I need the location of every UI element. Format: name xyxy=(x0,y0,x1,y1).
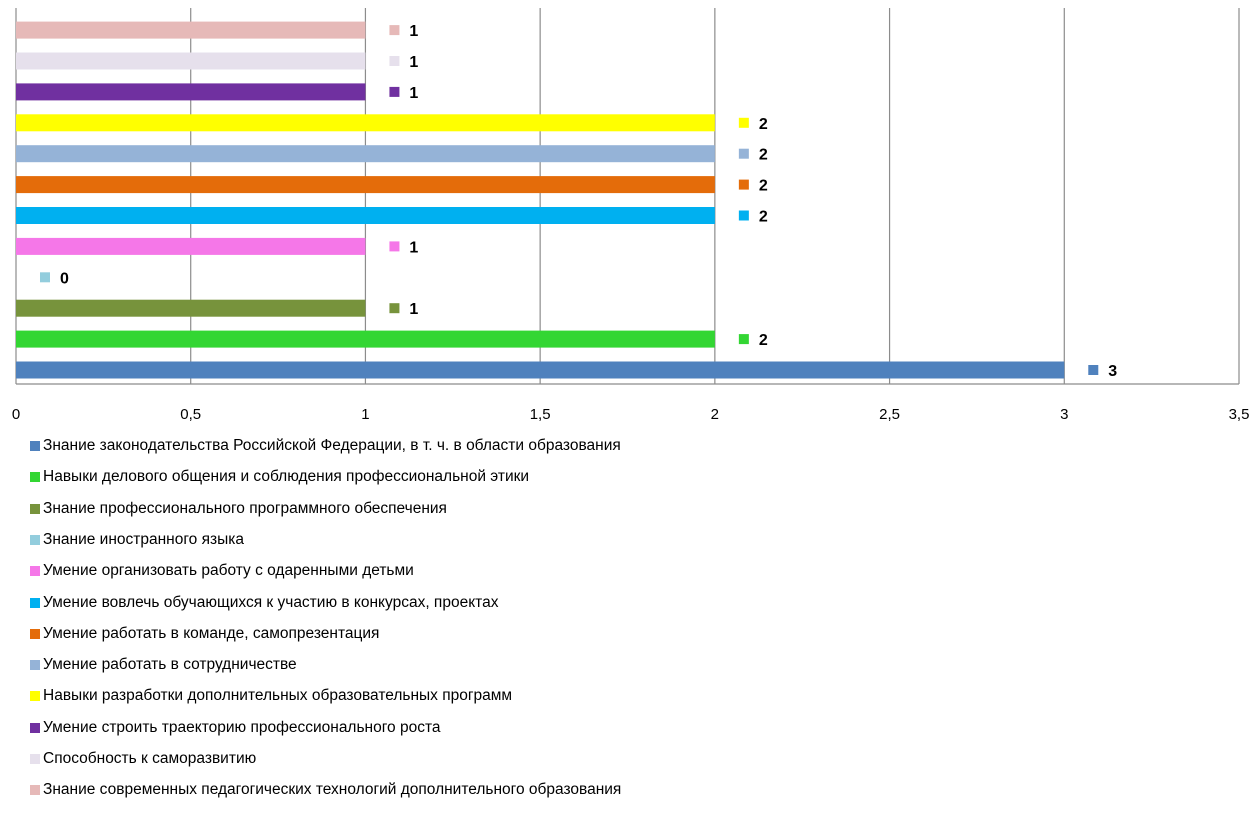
legend-label: Навыки разработки дополнительных образов… xyxy=(43,687,513,705)
data-label-marker xyxy=(389,25,400,36)
legend-swatch xyxy=(30,722,40,733)
data-label: 1 xyxy=(409,301,418,318)
legend-label: Знание современных педагогических технол… xyxy=(43,781,622,799)
bar xyxy=(16,361,1065,379)
legend-label: Способность к саморазвитию xyxy=(43,750,257,767)
x-tick-label: 3 xyxy=(1060,406,1068,423)
data-label-marker xyxy=(738,148,749,159)
bar xyxy=(16,330,715,348)
legend-label: Умение организовать работу с одаренными … xyxy=(43,562,414,580)
bars xyxy=(16,21,1065,379)
legend-swatch xyxy=(30,472,40,483)
bar xyxy=(16,83,366,101)
legend-swatch xyxy=(30,566,40,577)
legend-swatch xyxy=(30,628,40,639)
legend-item: Способность к саморазвитию xyxy=(30,749,256,769)
legend-label: Умение работать в команде, самопрезентац… xyxy=(43,624,380,642)
data-label: 1 xyxy=(409,54,418,71)
legend-label: Знание законодательства Российской Федер… xyxy=(43,437,621,454)
legend-item: Умение работать в сотрудничестве xyxy=(30,655,297,675)
data-label: 1 xyxy=(409,239,418,256)
bar-chart: 3 2 1 0 1 2 2 2 2 1 1 1 0 0,5 1 1,5 2 2,5 3 3,5 xyxy=(12,8,1250,423)
legend-label: Умение работать в сотрудничестве xyxy=(43,656,297,674)
legend-label: Знание иностранного языка xyxy=(43,530,244,548)
data-label: 2 xyxy=(759,116,768,133)
legend-item: Знание иностранного языка xyxy=(30,530,244,550)
legend-item: Умение работать в команде, самопрезентац… xyxy=(30,624,379,644)
legend-item: Навыки делового общения и соблюдения про… xyxy=(30,467,529,487)
bar xyxy=(16,176,715,194)
legend-item: Умение строить траекторию профессиональн… xyxy=(30,718,441,738)
legend-item: Знание законодательства Российской Федер… xyxy=(30,436,621,456)
data-label-marker xyxy=(738,210,749,221)
legend-label: Умение строить траекторию профессиональн… xyxy=(43,718,441,736)
x-tick-label: 1,5 xyxy=(530,406,551,423)
x-tick-label: 1 xyxy=(361,406,369,423)
data-label: 1 xyxy=(409,23,418,40)
legend-item: Умение организовать работу с одаренными … xyxy=(30,561,414,581)
legend-item: Знание современных педагогических технол… xyxy=(30,780,621,800)
legend-swatch xyxy=(30,597,40,608)
data-label-marker xyxy=(389,303,400,314)
data-label-marker xyxy=(389,56,400,66)
data-label: 1 xyxy=(409,85,418,102)
data-label: 2 xyxy=(759,178,768,195)
legend-swatch xyxy=(30,441,40,451)
data-label-marker xyxy=(1088,365,1099,375)
legend-label: Умение вовлечь обучающихся к участию в к… xyxy=(43,593,499,611)
gridlines xyxy=(15,8,1240,385)
legend-item: Навыки разработки дополнительных образов… xyxy=(30,686,512,706)
data-label-marker xyxy=(738,334,749,345)
data-label-marker xyxy=(389,86,400,97)
data-label-marker xyxy=(389,241,400,252)
bar xyxy=(16,299,366,317)
x-tick-label: 0 xyxy=(12,406,20,423)
data-label: 2 xyxy=(759,332,768,349)
bar xyxy=(16,21,366,39)
data-label: 0 xyxy=(60,270,69,287)
legend-item: Знание профессионального программного об… xyxy=(30,499,447,519)
data-label-marker xyxy=(40,272,50,283)
bar xyxy=(16,114,715,132)
x-tick-label: 2,5 xyxy=(879,406,900,423)
bar xyxy=(16,52,366,70)
x-tick-label: 3,5 xyxy=(1229,406,1250,423)
bar xyxy=(16,145,715,163)
legend-swatch xyxy=(30,691,40,702)
legend-swatch xyxy=(30,503,40,514)
bar xyxy=(16,237,366,255)
legend-label: Навыки делового общения и соблюдения про… xyxy=(43,468,530,486)
bar xyxy=(16,207,715,224)
x-tick-label: 2 xyxy=(711,406,719,423)
legend-swatch xyxy=(30,534,40,545)
legend-swatch xyxy=(30,754,40,764)
legend-label: Знание профессионального программного об… xyxy=(43,499,447,517)
data-label-marker xyxy=(738,179,749,190)
legend-swatch xyxy=(30,785,40,796)
legend-item: Умение вовлечь обучающихся к участию в к… xyxy=(30,593,498,613)
legend-swatch xyxy=(30,660,40,671)
data-label: 3 xyxy=(1108,363,1117,380)
data-labels: 3 2 1 0 1 2 2 2 2 1 1 1 xyxy=(40,23,1117,380)
x-axis-ticks: 0 0,5 1 1,5 2 2,5 3 3,5 xyxy=(12,406,1250,423)
x-tick-label: 0,5 xyxy=(180,406,201,423)
data-label: 2 xyxy=(759,209,768,226)
data-label: 2 xyxy=(759,147,768,164)
data-label-marker xyxy=(738,117,749,128)
